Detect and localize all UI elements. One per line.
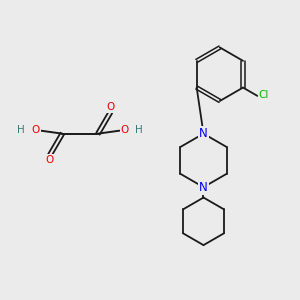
Text: H: H xyxy=(17,125,25,135)
Text: O: O xyxy=(106,103,115,112)
Text: O: O xyxy=(121,125,129,135)
Text: Cl: Cl xyxy=(259,90,269,100)
Text: O: O xyxy=(32,125,40,135)
Text: N: N xyxy=(199,181,208,194)
Text: N: N xyxy=(199,127,208,140)
Text: H: H xyxy=(135,125,143,135)
Text: O: O xyxy=(46,155,54,165)
